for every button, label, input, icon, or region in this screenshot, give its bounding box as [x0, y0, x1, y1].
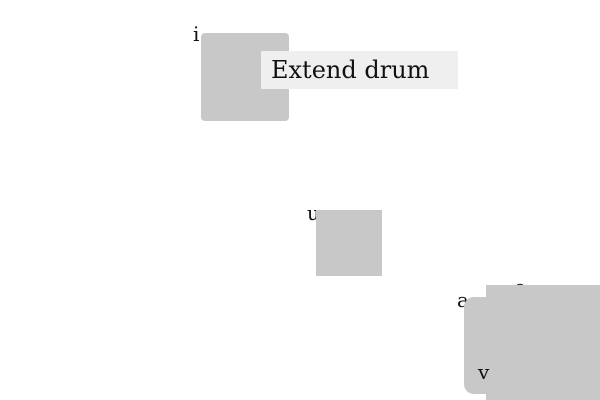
element-label-i: i	[193, 22, 200, 46]
element-box-u[interactable]	[316, 210, 382, 276]
element-box-a[interactable]	[464, 297, 600, 394]
element-label-v: v	[478, 360, 490, 384]
element-label-a: a	[457, 288, 469, 312]
tooltip-text: Extend drum	[271, 56, 430, 84]
tooltip: Extend drum	[261, 51, 458, 89]
